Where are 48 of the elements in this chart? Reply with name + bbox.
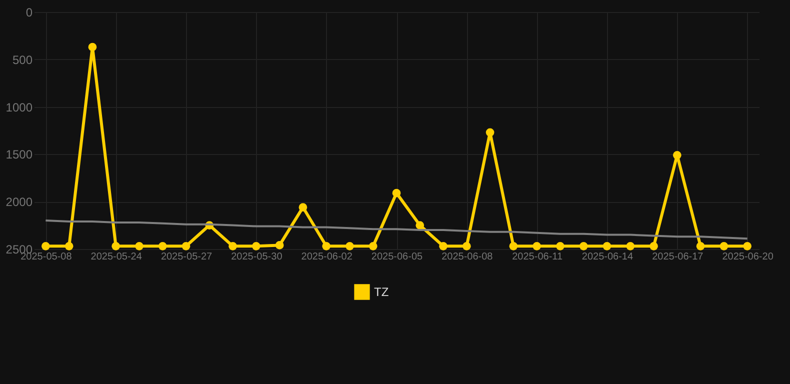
point	[462, 242, 471, 250]
point	[228, 242, 237, 250]
point	[158, 242, 167, 250]
y-tick-label: 0	[26, 6, 33, 20]
point	[672, 150, 682, 160]
legend-label: TZ	[374, 285, 389, 299]
point	[135, 242, 144, 250]
point	[486, 128, 494, 137]
point	[439, 242, 448, 250]
x-tick-label: 2025-06-08	[442, 252, 494, 262]
point	[720, 242, 728, 250]
point	[650, 242, 658, 250]
point	[346, 242, 354, 250]
point	[579, 242, 588, 250]
x-tick-label: 2025-05-08	[20, 252, 72, 262]
x-tick-label: 2025-05-27	[160, 252, 213, 262]
point	[182, 242, 190, 250]
point	[602, 242, 612, 250]
point	[532, 242, 542, 250]
x-tick-label: 2025-06-17	[652, 252, 704, 262]
point	[392, 188, 401, 198]
point	[743, 242, 752, 250]
point	[298, 203, 308, 212]
x-tick-label: 2025-06-05	[371, 252, 424, 262]
point	[42, 242, 50, 250]
point	[112, 242, 120, 250]
point	[556, 242, 564, 250]
y-tick-label: 1000	[6, 100, 33, 114]
x-tick-label: 2025-05-30	[231, 252, 283, 262]
point	[322, 242, 331, 250]
point	[416, 221, 424, 230]
point	[64, 242, 74, 250]
point	[252, 242, 260, 250]
point	[368, 242, 378, 250]
point	[509, 242, 518, 250]
y-tick-label: 2000	[6, 195, 33, 210]
x-tick-label: 2025-06-14	[582, 252, 634, 262]
x-tick-label: 2025-06-11	[512, 252, 563, 262]
point	[626, 242, 635, 250]
y-tick-label: 500	[12, 52, 33, 67]
point	[88, 42, 97, 52]
y-tick-label: 1500	[6, 148, 33, 162]
x-tick-label: 2025-06-02	[301, 252, 353, 262]
line-series	[44, 220, 748, 240]
point	[275, 241, 284, 250]
x-tick-label: 2025-05-24	[90, 252, 142, 262]
point	[696, 242, 705, 250]
x-tick-label: 2025-06-20	[722, 252, 774, 262]
